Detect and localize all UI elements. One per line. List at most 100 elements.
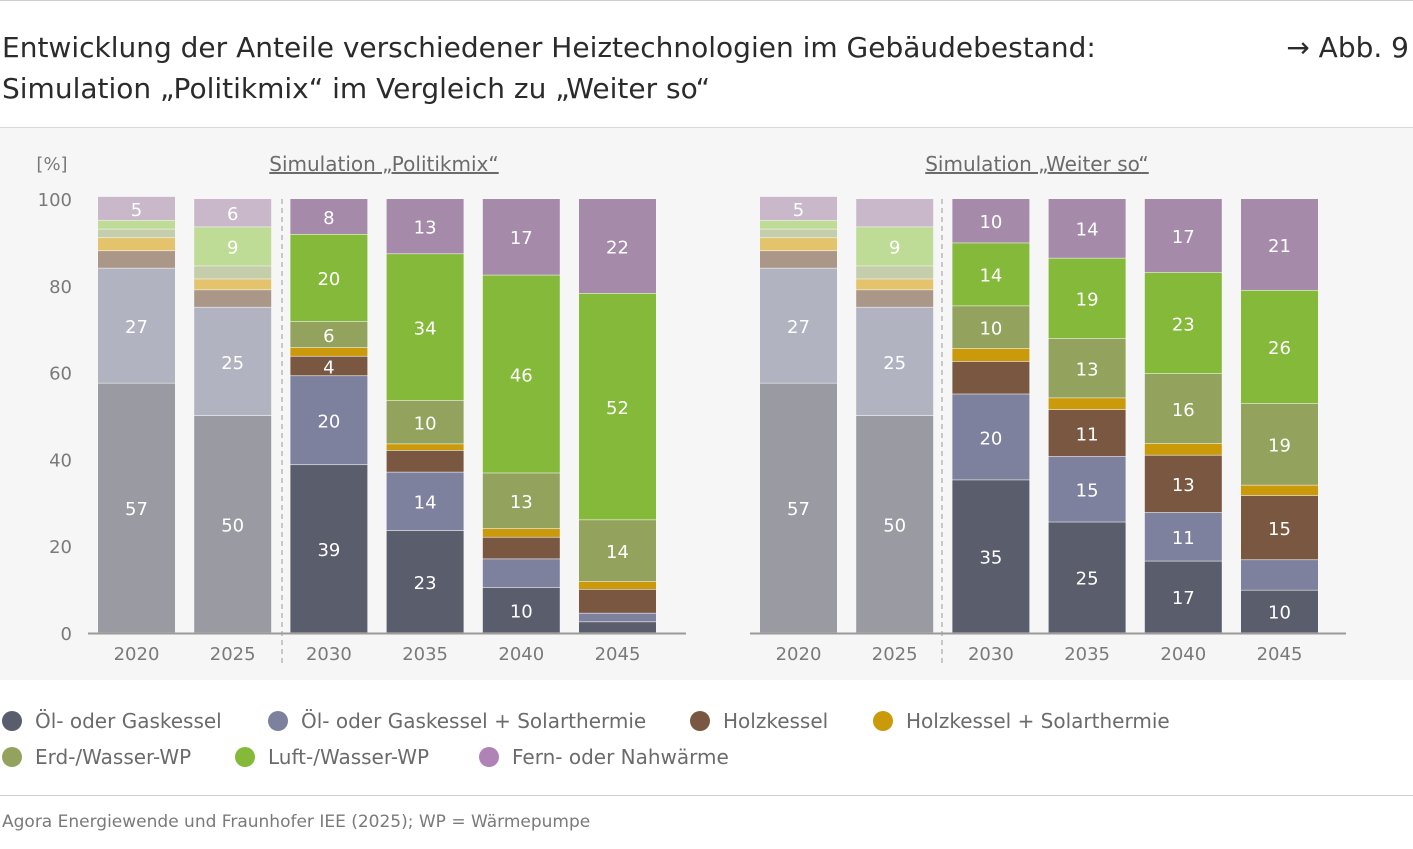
data-label-weiter-so-2035-ground_water_hp: 13 [1076, 359, 1099, 380]
bar-segment-weiter-so-2035-air_water_hp [1048, 258, 1126, 339]
data-label-politikmix-2030-oil_gas: 39 [317, 540, 340, 561]
bar-segment-weiter-so-2045-air_water_hp [1241, 290, 1318, 404]
bar-segment-weiter-so-2020-ground_water_hp [760, 229, 837, 238]
data-label-weiter-so-2030-district_heat: 10 [979, 212, 1002, 233]
chart-panel: [%] 0 20 40 60 80 100 Simulation „Politikmix“ 57… [0, 127, 1413, 680]
data-label-politikmix-2025-air_water_hp: 9 [227, 238, 238, 259]
data-label-weiter-so-2040-air_water_hp: 23 [1172, 314, 1195, 335]
bar-segment-weiter-so-2040-district_heat [1144, 199, 1222, 273]
data-label-weiter-so-2040-district_heat: 17 [1172, 227, 1195, 248]
data-label-weiter-so-2040-oil_gas: 17 [1172, 588, 1195, 609]
data-label-politikmix-2045-district_heat: 22 [606, 237, 629, 258]
y-tick-label: 60 [49, 364, 72, 385]
bar-segment-weiter-so-2040-air_water_hp [1144, 272, 1222, 374]
bar-segment-weiter-so-2030-district_heat [952, 199, 1030, 243]
bar-segment-weiter-so-2035-wood [1048, 409, 1126, 457]
bar-segment-weiter-so-2040-ground_water_hp [1144, 373, 1222, 444]
data-label-weiter-so-2030-oil_gas_solar: 20 [979, 428, 1002, 449]
legend-swatch [479, 747, 499, 767]
bar-segment-weiter-so-2030-ground_water_hp [952, 306, 1030, 349]
data-label-politikmix-2025-oil_gas: 50 [221, 516, 244, 537]
bar-segment-politikmix-2045-air_water_hp [579, 293, 656, 520]
data-label-weiter-so-2040-ground_water_hp: 16 [1172, 400, 1195, 421]
bar-segment-weiter-so-2025-air_water_hp [856, 227, 934, 266]
data-label-politikmix-2040-oil_gas: 10 [510, 601, 533, 622]
bar-segment-weiter-so-2040-wood_solar [1144, 443, 1222, 455]
bar-segment-weiter-so-2045-wood [1241, 495, 1318, 560]
bar-segment-weiter-so-2045-wood_solar [1241, 485, 1318, 496]
data-label-politikmix-2035-oil_gas_solar: 14 [414, 493, 437, 514]
legend: Öl- oder Gaskessel Öl- oder Gaskessel + S… [0, 703, 1413, 783]
data-label-politikmix-2035-district_heat: 13 [414, 218, 437, 239]
bar-segment-weiter-so-2045-oil_gas [1241, 590, 1318, 633]
x-tick-label-weiter-so-2025: 2025 [872, 644, 918, 665]
bar-segment-weiter-so-2020-wood_solar [760, 238, 837, 251]
bar-segment-weiter-so-2020-district_heat [760, 196, 837, 221]
top-rule [0, 0, 1413, 1]
x-tick-label-politikmix-2025: 2025 [210, 644, 256, 665]
figure-reference-link[interactable]: → Abb. 9 [1286, 31, 1409, 64]
data-label-weiter-so-2020-oil_gas: 57 [787, 499, 810, 520]
bar-segment-politikmix-2035-wood [386, 450, 464, 472]
bar-segment-politikmix-2045-wood [579, 589, 656, 613]
bar-segment-politikmix-2040-district_heat [482, 199, 560, 275]
bar-segment-weiter-so-2020-air_water_hp [760, 220, 837, 229]
bar-segment-politikmix-2025-air_water_hp [194, 227, 272, 266]
bar-segment-politikmix-2025-ground_water_hp [194, 266, 272, 279]
bar-segment-weiter-so-2020-oil_gas [760, 383, 837, 633]
bar-segment-politikmix-2040-ground_water_hp [482, 473, 560, 529]
x-tick-label-politikmix-2020: 2020 [114, 644, 160, 665]
data-label-weiter-so-2045-ground_water_hp: 19 [1268, 436, 1291, 457]
bar-segment-politikmix-2025-district_heat [194, 199, 272, 227]
panel-title-politikmix: Simulation „Politikmix“ [269, 152, 498, 176]
x-tick-label-weiter-so-2045: 2045 [1257, 644, 1303, 665]
bar-segment-weiter-so-2025-wood_solar [856, 279, 934, 290]
legend-label: Fern- oder Nahwärme [512, 745, 729, 769]
y-tick-label: 80 [49, 277, 72, 298]
data-label-weiter-so-2020-district_heat: 5 [793, 200, 804, 221]
bar-segment-politikmix-2045-ground_water_hp [579, 520, 656, 582]
x-tick-label-weiter-so-2030: 2030 [968, 644, 1014, 665]
bar-segment-politikmix-2025-wood [194, 290, 272, 307]
bar-segment-politikmix-2040-air_water_hp [482, 275, 560, 473]
bottom-rule [0, 795, 1413, 796]
panel-title-weiter-so: Simulation „Weiter so“ [925, 152, 1149, 176]
legend-label: Luft-/Wasser-WP [268, 745, 430, 769]
data-label-weiter-so-2025-oil_gas: 50 [883, 516, 906, 537]
data-label-politikmix-2045-ground_water_hp: 14 [606, 542, 629, 563]
bar-segment-politikmix-2030-wood [290, 356, 368, 376]
bar-segment-politikmix-2020-district_heat [98, 196, 175, 221]
data-label-weiter-so-2035-air_water_hp: 19 [1076, 290, 1099, 311]
bar-segment-weiter-so-2020-wood [760, 251, 837, 268]
y-tick-label: 0 [61, 624, 72, 645]
bar-segment-weiter-so-2030-wood_solar [952, 348, 1030, 362]
legend-swatch [2, 711, 22, 731]
bar-segment-weiter-so-2035-oil_gas_solar [1048, 456, 1126, 522]
bar-segment-weiter-so-2045-oil_gas_solar [1241, 560, 1318, 590]
x-tick-label-weiter-so-2040: 2040 [1160, 644, 1206, 665]
bar-segment-politikmix-2020-air_water_hp [98, 220, 175, 229]
data-label-politikmix-2035-ground_water_hp: 10 [414, 414, 437, 435]
bar-segment-weiter-so-2040-oil_gas_solar [1144, 512, 1222, 561]
legend-item-air-water-hp: Luft-/Wasser-WP [235, 745, 429, 769]
y-tick-label: 40 [49, 450, 72, 471]
bar-segment-politikmix-2040-wood_solar [482, 528, 560, 537]
y-tick-label: 100 [38, 190, 72, 211]
bar-segment-politikmix-2025-oil_gas [194, 416, 272, 633]
legend-swatch [690, 711, 710, 731]
bar-segment-politikmix-2035-air_water_hp [386, 254, 464, 401]
data-label-politikmix-2020-oil_gas_solar: 27 [125, 317, 148, 338]
legend-label: Erd-/Wasser-WP [35, 745, 192, 769]
data-label-weiter-so-2020-oil_gas_solar: 27 [787, 317, 810, 338]
bar-segment-politikmix-2020-wood_solar [98, 238, 175, 251]
data-label-politikmix-2025-district_heat: 6 [227, 204, 238, 225]
bar-segment-politikmix-2030-oil_gas_solar [290, 376, 368, 465]
data-label-politikmix-2030-air_water_hp: 20 [317, 269, 340, 290]
data-label-politikmix-2040-ground_water_hp: 13 [510, 492, 533, 513]
legend-item-district-heat: Fern- oder Nahwärme [479, 745, 729, 769]
bar-segment-politikmix-2030-district_heat [290, 199, 368, 234]
bar-segment-weiter-so-2030-oil_gas [952, 480, 1030, 633]
bar-segment-politikmix-2035-oil_gas [386, 531, 464, 633]
bar-segment-weiter-so-2040-wood [1144, 455, 1222, 513]
